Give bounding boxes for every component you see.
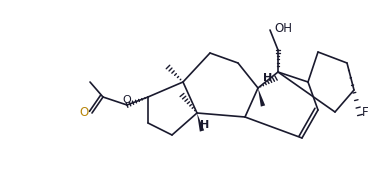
Text: H: H xyxy=(200,120,209,130)
Text: H: H xyxy=(263,73,272,83)
Text: O: O xyxy=(123,95,131,105)
Text: O: O xyxy=(80,107,89,120)
Text: F: F xyxy=(362,105,369,119)
Polygon shape xyxy=(258,88,265,107)
Text: OH: OH xyxy=(274,21,292,35)
Polygon shape xyxy=(197,113,204,132)
